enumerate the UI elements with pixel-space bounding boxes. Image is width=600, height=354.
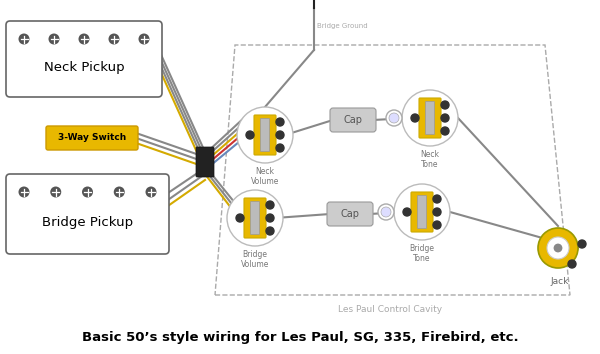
Circle shape [79, 34, 89, 45]
FancyBboxPatch shape [419, 98, 441, 138]
Circle shape [411, 114, 419, 122]
FancyBboxPatch shape [425, 102, 434, 135]
Circle shape [568, 260, 576, 268]
Polygon shape [215, 45, 570, 295]
Circle shape [276, 131, 284, 139]
Text: Neck
Volume: Neck Volume [251, 167, 279, 187]
Text: Jack: Jack [551, 277, 569, 286]
Circle shape [246, 131, 254, 139]
Circle shape [394, 184, 450, 240]
Circle shape [276, 118, 284, 126]
FancyBboxPatch shape [411, 192, 433, 232]
FancyBboxPatch shape [330, 108, 376, 132]
Circle shape [227, 190, 283, 246]
Circle shape [139, 34, 149, 45]
FancyBboxPatch shape [418, 195, 427, 228]
Circle shape [389, 113, 399, 123]
Circle shape [386, 110, 402, 126]
FancyBboxPatch shape [251, 201, 260, 234]
Circle shape [114, 187, 125, 198]
Circle shape [554, 244, 562, 252]
Circle shape [82, 187, 93, 198]
Text: Bridge
Volume: Bridge Volume [241, 250, 269, 269]
Circle shape [433, 221, 441, 229]
Circle shape [441, 101, 449, 109]
Text: Basic 50’s style wiring for Les Paul, SG, 335, Firebird, etc.: Basic 50’s style wiring for Les Paul, SG… [82, 331, 518, 344]
Circle shape [19, 34, 29, 45]
Circle shape [381, 207, 391, 217]
Circle shape [237, 107, 293, 163]
Text: Cap: Cap [341, 209, 359, 219]
Circle shape [19, 187, 29, 198]
FancyBboxPatch shape [46, 126, 138, 150]
FancyBboxPatch shape [6, 174, 169, 254]
Text: Neck
Tone: Neck Tone [421, 150, 439, 170]
Circle shape [378, 204, 394, 220]
Circle shape [266, 227, 274, 235]
Text: Les Paul Control Cavity: Les Paul Control Cavity [338, 305, 442, 314]
FancyBboxPatch shape [6, 21, 162, 97]
Circle shape [109, 34, 119, 45]
Text: 3-Way Switch: 3-Way Switch [58, 133, 126, 143]
FancyBboxPatch shape [254, 115, 276, 155]
FancyBboxPatch shape [260, 119, 269, 152]
FancyBboxPatch shape [244, 198, 266, 238]
Circle shape [266, 214, 274, 222]
Circle shape [146, 187, 157, 198]
Text: Neck Pickup: Neck Pickup [44, 61, 124, 74]
Text: Bridge Pickup: Bridge Pickup [42, 216, 133, 229]
Circle shape [403, 208, 411, 216]
Circle shape [441, 114, 449, 122]
Circle shape [402, 90, 458, 146]
Circle shape [236, 214, 244, 222]
Text: Bridge Ground: Bridge Ground [317, 23, 368, 29]
Text: Bridge
Tone: Bridge Tone [409, 244, 434, 263]
Circle shape [441, 127, 449, 135]
Circle shape [547, 237, 569, 259]
FancyBboxPatch shape [196, 147, 214, 177]
Circle shape [578, 240, 586, 248]
Circle shape [276, 144, 284, 152]
Circle shape [266, 201, 274, 209]
Circle shape [538, 228, 578, 268]
Circle shape [49, 34, 59, 45]
Circle shape [433, 195, 441, 203]
Text: Cap: Cap [343, 115, 362, 125]
FancyBboxPatch shape [327, 202, 373, 226]
Circle shape [50, 187, 61, 198]
Circle shape [433, 208, 441, 216]
